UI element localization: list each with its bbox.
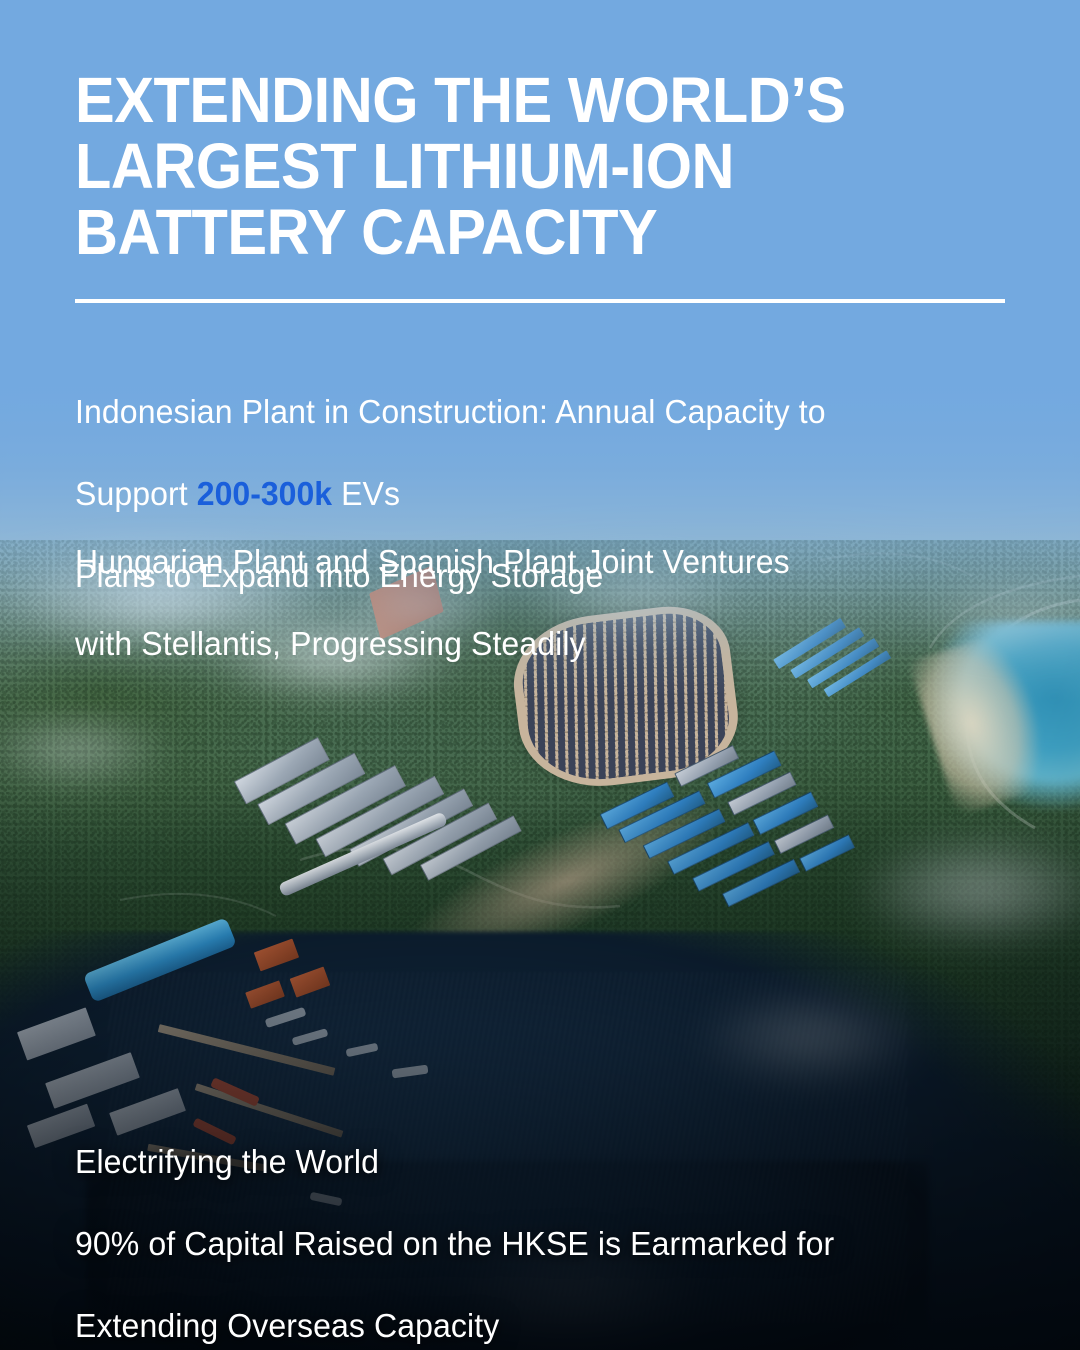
indonesia-line-3: Plans to Expand into Energy Storage	[75, 557, 604, 594]
ev-capacity-highlight: 200-300k	[196, 475, 333, 512]
indonesia-text-block: Indonesian Plant in Construction: Annual…	[75, 350, 826, 637]
capital-line-2: 90% of Capital Raised on the HKSE is Ear…	[75, 1225, 835, 1262]
title-divider	[75, 299, 1005, 303]
indonesia-line-2-prefix: Support	[75, 475, 197, 512]
europe-line-2: with Stellantis, Progressing Steadily	[75, 625, 586, 662]
indonesia-line-1: Indonesian Plant in Construction: Annual…	[75, 393, 826, 430]
indonesia-line-2: Support 200-300k EVs	[75, 473, 826, 514]
indonesia-line-2-suffix: EVs	[332, 475, 401, 512]
capital-line-1: Electrifying the World	[75, 1143, 379, 1180]
capital-line-3: Extending Overseas Capacity	[75, 1307, 500, 1344]
page-title: EXTENDING THE WORLD’S LARGEST LITHIUM-IO…	[75, 64, 846, 268]
europe-text-block: Hungarian Plant and Spanish Plant Joint …	[75, 500, 790, 705]
capital-text-block: Electrifying the World 90% of Capital Ra…	[75, 1100, 834, 1350]
europe-line-1: Hungarian Plant and Spanish Plant Joint …	[75, 543, 790, 580]
